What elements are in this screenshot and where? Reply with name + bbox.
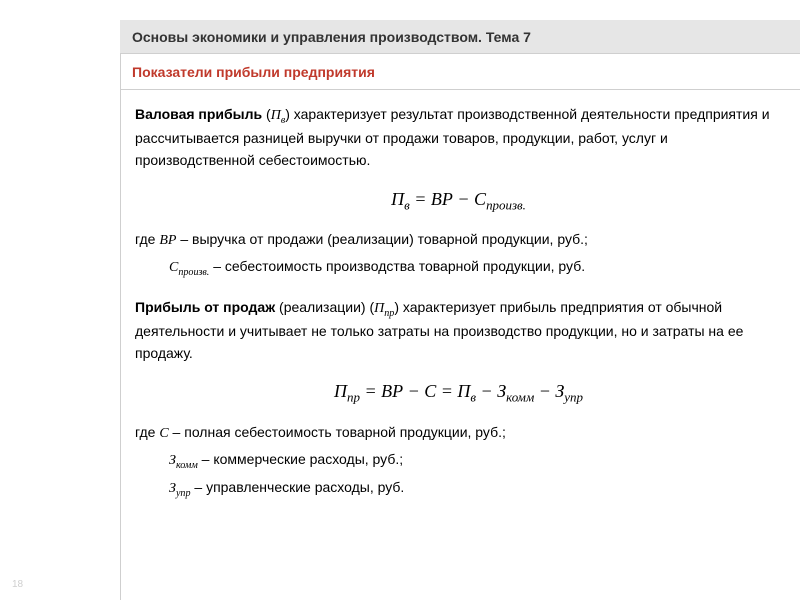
f2-eq2: = [436,381,457,401]
page-number: 18 [12,579,23,590]
header-title: Основы экономики и управления производст… [132,29,531,45]
f2-eq: = [360,381,381,401]
f2-t3: П [457,381,470,401]
symbol-p: П [271,108,281,123]
f2-t4: З [497,381,506,401]
gross-profit-paragraph: Валовая прибыль (Пв) характеризует резул… [135,104,782,172]
text: – полная себестоимость товарной продукци… [169,424,506,440]
spacer [135,285,782,297]
f1-t2: С [474,189,486,209]
f1-t1: ВР [431,189,453,209]
f2-m2: − [476,381,497,401]
sym-zupr-sub: упр [176,488,191,499]
f2-t2: С [424,381,436,401]
f2-m1: − [403,381,424,401]
symbol-ppr: П [374,301,384,316]
content-body: Валовая прибыль (Пв) характеризует резул… [120,90,800,600]
f1-eq: = [410,189,431,209]
text: – выручка от продажи (реализации) товарн… [176,231,587,247]
text: ( [262,106,271,122]
text: – себестоимость производства товарной пр… [209,258,585,274]
where-line-vr: где ВР – выручка от продажи (реализации)… [135,229,782,252]
where-prefix: где [135,424,159,440]
f2-t4-sub: комм [506,390,534,405]
text: (реализации) ( [275,299,374,315]
formula-gross-profit: Пв = ВР − Спроизв. [135,186,782,216]
sym-zupr: З [169,481,176,496]
sym-zkomm-sub: комм [176,459,198,470]
text: – управленческие расходы, руб. [191,479,405,495]
header-bar: Основы экономики и управления производст… [120,20,800,54]
where-line-c-full: где С – полная себестоимость товарной пр… [135,422,782,445]
term-sales-profit: Прибыль от продаж [135,299,275,315]
f1-t2-sub: произв. [486,197,526,212]
f1-minus: − [453,189,474,209]
sym-c-full: С [159,426,168,441]
f2-t5: З [555,381,564,401]
f2-t1: ВР [381,381,403,401]
term-gross-profit: Валовая прибыль [135,106,262,122]
text: – коммерческие расходы, руб.; [198,451,403,467]
sym-zkomm: З [169,453,176,468]
left-margin: 18 [0,0,120,600]
where-line-z-upr: Зупр – управленческие расходы, руб. [135,477,782,501]
f2-lhs: П [334,381,347,401]
sym-c-sub: произв. [178,267,209,278]
subtitle-bar: Показатели прибыли предприятия [120,54,800,90]
sym-c: С [169,260,178,275]
slide: 18 Основы экономики и управления произво… [0,0,800,600]
sym-vr: ВР [159,233,176,248]
subtitle-text: Показатели прибыли предприятия [132,64,375,80]
f2-t5-sub: упр [564,390,583,405]
sales-profit-paragraph: Прибыль от продаж (реализации) (Ппр) хар… [135,297,782,365]
symbol-ppr-sub: пр [384,307,394,318]
where-line-c-proizv: Спроизв. – себестоимость производства то… [135,256,782,280]
formula-sales-profit: Ппр = ВР − С = Пв − Зкомм − Зупр [135,378,782,408]
where-line-z-komm: Зкомм – коммерческие расходы, руб.; [135,449,782,473]
f2-lhs-sub: пр [347,390,360,405]
where-prefix: где [135,231,159,247]
f1-lhs: П [391,189,404,209]
f2-m3: − [534,381,555,401]
